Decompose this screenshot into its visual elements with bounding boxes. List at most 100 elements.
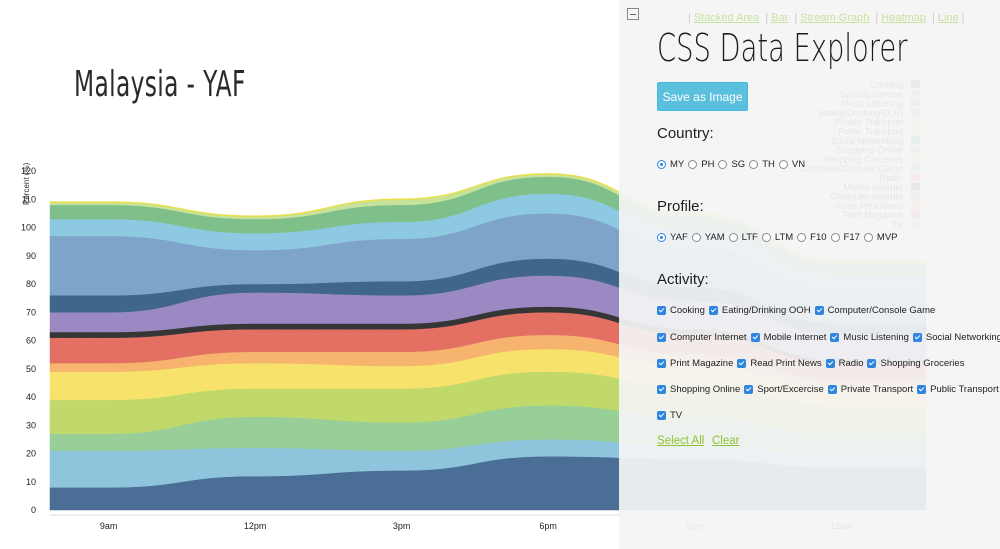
- radio-label: MY: [670, 159, 685, 170]
- profile-radio-yaf[interactable]: YAF: [657, 232, 688, 243]
- checkbox-label: Eating/Drinking OOH: [721, 305, 811, 316]
- x-tick-label: 3pm: [393, 521, 411, 531]
- panel-title: CSS Data Explorer: [657, 26, 908, 70]
- profile-radio-f17[interactable]: F17: [830, 232, 860, 243]
- view-link-stream-graph[interactable]: Stream Graph: [800, 12, 870, 24]
- checkbox-checked-icon[interactable]: [657, 385, 666, 394]
- checkbox-label: Read Print News: [750, 358, 822, 369]
- y-tick-label: 70: [26, 307, 36, 317]
- view-link-stacked-area[interactable]: Stacked Area: [693, 12, 760, 24]
- checkbox-label: TV: [670, 410, 683, 421]
- checkbox-label: Computer/Console Game: [827, 305, 936, 316]
- checkbox-checked-icon[interactable]: [830, 333, 840, 342]
- activity-checkbox-eating-drinking-ooh[interactable]: Eating/Drinking OOH: [708, 305, 811, 316]
- radio-circle[interactable]: [830, 233, 840, 242]
- radio-circle[interactable]: [863, 233, 873, 242]
- activity-checkbox-shopping-groceries[interactable]: Shopping Groceries: [867, 358, 964, 369]
- profile-radio-yam[interactable]: YAM: [691, 232, 725, 243]
- radio-circle[interactable]: [718, 160, 728, 169]
- view-link-bar[interactable]: Bar: [771, 12, 789, 24]
- checkbox-checked-icon[interactable]: [737, 359, 747, 368]
- radio-circle[interactable]: [728, 233, 738, 242]
- checkbox-checked-icon[interactable]: [750, 333, 760, 342]
- x-tick-label: 12pm: [244, 521, 267, 531]
- radio-label: LTF: [741, 232, 758, 243]
- activity-checkbox-read-print-news[interactable]: Read Print News: [737, 358, 822, 369]
- checkbox-checked-icon[interactable]: [708, 306, 718, 315]
- radio-label: LTM: [774, 232, 794, 243]
- radio-circle[interactable]: [691, 233, 701, 242]
- activity-checkbox-public-transport[interactable]: Public Transport: [917, 384, 999, 395]
- activity-checkbox-sport-excercise[interactable]: Sport/Excercise: [744, 384, 824, 395]
- activity-row: Computer Internet Mobile Internet Music Li…: [657, 332, 1000, 343]
- profile-radio-mvp[interactable]: MVP: [863, 232, 898, 243]
- country-radio-sg[interactable]: SG: [718, 159, 745, 170]
- save-as-image-button[interactable]: Save as Image: [657, 82, 748, 111]
- view-link-heatmap[interactable]: Heatmap: [881, 12, 926, 24]
- y-tick-label: 10: [26, 477, 36, 487]
- checkbox-label: Mobile Internet: [763, 332, 827, 343]
- activity-checkbox-tv[interactable]: TV: [657, 410, 682, 421]
- radio-label: PH: [701, 159, 715, 170]
- activity-checkbox-cooking[interactable]: Cooking: [657, 305, 705, 316]
- collapse-icon[interactable]: [627, 8, 639, 20]
- x-tick-label: 6pm: [539, 521, 557, 531]
- radio-circle[interactable]: [688, 160, 698, 169]
- checkbox-checked-icon[interactable]: [917, 385, 927, 394]
- checkbox-checked-icon[interactable]: [657, 359, 666, 368]
- radio-circle[interactable]: [761, 233, 771, 242]
- radio-circle[interactable]: [657, 233, 666, 242]
- checkbox-checked-icon[interactable]: [814, 306, 824, 315]
- radio-circle[interactable]: [749, 160, 759, 169]
- checkbox-label: Computer Internet: [670, 332, 747, 343]
- profile-radio-f10[interactable]: F10: [797, 232, 827, 243]
- profile-radio-ltf[interactable]: LTF: [728, 232, 758, 243]
- y-tick-label: 50: [26, 364, 36, 374]
- checkbox-checked-icon[interactable]: [912, 333, 922, 342]
- activity-label: Activity:: [657, 271, 709, 288]
- country-radio-vn[interactable]: VN: [778, 159, 805, 170]
- checkbox-checked-icon[interactable]: [657, 333, 666, 342]
- radio-circle[interactable]: [657, 160, 666, 169]
- y-tick-label: 90: [26, 251, 36, 261]
- country-radio-th[interactable]: TH: [749, 159, 775, 170]
- view-links: | Stacked Area | Bar | Stream Graph | Heatma…: [688, 12, 965, 24]
- checkbox-label: Public Transport: [930, 384, 999, 395]
- radio-circle[interactable]: [778, 160, 788, 169]
- checkbox-checked-icon[interactable]: [827, 385, 837, 394]
- checkbox-label: Social Networking: [925, 332, 1000, 343]
- radio-label: F17: [843, 232, 860, 243]
- radio-label: SG: [731, 159, 746, 170]
- checkbox-label: Radio: [838, 358, 864, 369]
- activity-checkbox-computer-internet[interactable]: Computer Internet: [657, 332, 747, 343]
- activity-checkbox-mobile-internet[interactable]: Mobile Internet: [750, 332, 827, 343]
- profile-radio-ltm[interactable]: LTM: [761, 232, 794, 243]
- country-radio-ph[interactable]: PH: [688, 159, 714, 170]
- activity-checkbox-computer-console-game[interactable]: Computer/Console Game: [814, 305, 936, 316]
- activity-checkbox-print-magazine[interactable]: Print Magazine: [657, 358, 733, 369]
- activity-checkbox-music-listening[interactable]: Music Listening: [830, 332, 909, 343]
- activity-checkbox-social-networking[interactable]: Social Networking: [912, 332, 1000, 343]
- activity-checkbox-private-transport[interactable]: Private Transport: [827, 384, 913, 395]
- checkbox-label: Shopping Online: [670, 384, 741, 395]
- y-tick-label: 110: [22, 194, 36, 204]
- checkbox-checked-icon[interactable]: [744, 385, 754, 394]
- y-tick-label: 30: [26, 420, 36, 430]
- checkbox-checked-icon[interactable]: [867, 359, 877, 368]
- country-radio-my[interactable]: MY: [657, 159, 684, 170]
- y-tick-label: 60: [26, 336, 36, 346]
- view-link-line[interactable]: Line: [937, 12, 959, 24]
- radio-circle[interactable]: [797, 233, 807, 242]
- activity-checkbox-shopping-online[interactable]: Shopping Online: [657, 384, 740, 395]
- checkbox-checked-icon[interactable]: [657, 306, 666, 315]
- radio-label: F10: [810, 232, 827, 243]
- checkbox-checked-icon[interactable]: [657, 411, 666, 420]
- control-panel: | Stacked Area | Bar | Stream Graph | Heatma…: [619, 0, 1000, 549]
- country-radio-group: MY PH SG TH VN: [657, 159, 809, 170]
- radio-label: YAM: [704, 232, 725, 243]
- checkbox-label: Cooking: [670, 305, 705, 316]
- activity-checkbox-radio[interactable]: Radio: [825, 358, 864, 369]
- clear-link[interactable]: Clear: [712, 435, 740, 447]
- select-all-link[interactable]: Select All: [657, 435, 705, 447]
- checkbox-checked-icon[interactable]: [825, 359, 835, 368]
